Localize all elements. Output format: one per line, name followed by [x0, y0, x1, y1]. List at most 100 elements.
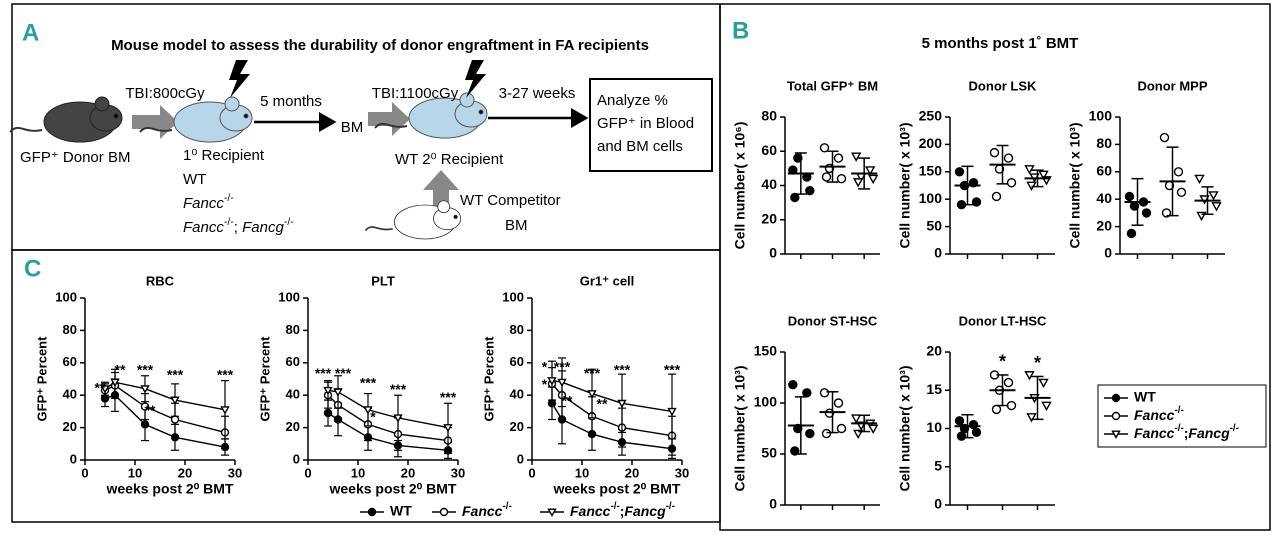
chart-title: Donor MPP: [1137, 78, 1207, 93]
y-tick-label: 20: [1096, 217, 1112, 233]
y-tick-label: 80: [761, 108, 777, 124]
x-tick-label: 20: [401, 465, 415, 480]
point: [333, 388, 343, 397]
y-tick-label: 60: [1096, 163, 1112, 179]
x-tick-label: 30: [451, 465, 465, 480]
text-part: -/-: [610, 501, 619, 512]
annotation: **: [145, 402, 156, 418]
point: [833, 153, 844, 163]
annotation: **: [562, 392, 573, 408]
point: [1126, 228, 1137, 239]
y-tick-label: 100: [278, 289, 300, 304]
point: [790, 446, 800, 456]
y-tick-label: 150: [919, 163, 943, 179]
y-tick-label: 250: [919, 108, 943, 124]
point: [1211, 202, 1222, 212]
text-part: -/-: [1174, 405, 1183, 416]
text-part: Fancc: [1134, 407, 1175, 423]
point: [1173, 167, 1184, 177]
point: [110, 378, 120, 388]
text-part: -/-: [284, 216, 294, 228]
point: [439, 507, 449, 517]
point: [140, 385, 150, 394]
genotype: Fancc-/-: [183, 192, 234, 212]
y-tick-label: 40: [510, 387, 524, 402]
text-part: Fancc: [462, 503, 503, 519]
y-tick-label: 100: [1089, 108, 1113, 124]
y-axis-label: Cell number( x 10³): [1067, 122, 1083, 248]
x-tick-label: 30: [675, 465, 689, 480]
annotation: **: [597, 396, 608, 412]
weeks: 3-27 weeks: [499, 85, 576, 102]
y-tick-label: 0: [769, 496, 777, 512]
y-tick-label: 0: [70, 451, 77, 466]
point: [393, 414, 403, 423]
point: [667, 407, 677, 417]
point: [140, 420, 150, 429]
analysis-text: and BM cells: [597, 138, 683, 155]
text-part: Fancc: [570, 503, 611, 519]
recipient-label: WT 2⁰ Recipient: [395, 151, 504, 168]
point: [788, 379, 798, 390]
y-tick-label: 40: [63, 387, 77, 402]
text-part: -/-: [1174, 423, 1183, 434]
y-tick-label: 0: [934, 245, 942, 261]
point: [1159, 132, 1170, 143]
annotation: ***: [315, 365, 332, 381]
series-line: [327, 394, 449, 442]
point: [1003, 377, 1014, 388]
chart-title: RBC: [146, 273, 175, 288]
y-tick-label: 20: [63, 419, 77, 434]
series-line: [327, 389, 449, 429]
x-tick-label: 20: [178, 465, 192, 480]
y-tick-label: 20: [761, 210, 777, 226]
x-tick-label: 0: [528, 465, 535, 480]
point: [547, 399, 557, 408]
point: [547, 377, 557, 386]
point: [850, 414, 862, 424]
series-line: [104, 384, 226, 434]
annotation: **: [95, 379, 106, 395]
arrow: [132, 105, 178, 139]
x-axis-label: weeks post 2⁰ BMT: [329, 481, 457, 497]
point: [443, 424, 453, 433]
y-axis-label: GFP⁺ Percent: [481, 336, 496, 422]
y-tick-label: 100: [502, 289, 524, 304]
point: [1194, 174, 1205, 185]
point: [821, 428, 832, 439]
annotation: *: [542, 376, 548, 392]
y-tick-label: 40: [761, 176, 777, 192]
point: [956, 431, 967, 441]
point: [968, 419, 979, 430]
point: [557, 378, 567, 388]
panel-title: Mouse model to assess the durability of …: [111, 37, 649, 54]
point: [850, 152, 862, 162]
point: [819, 388, 830, 398]
annotation: *: [1034, 353, 1041, 373]
point: [836, 423, 847, 434]
y-tick-label: 60: [761, 142, 777, 158]
legend-box: [1097, 384, 1267, 448]
point: [1208, 191, 1219, 201]
y-tick-label: 80: [510, 322, 524, 337]
x-tick-label: 10: [351, 465, 365, 480]
point: [323, 408, 333, 418]
annotation: *: [370, 409, 376, 425]
legend-label: Fancc-/-;Fancg-/-: [570, 501, 675, 519]
point: [971, 427, 982, 438]
y-tick-label: 20: [510, 419, 524, 434]
point: [1111, 393, 1121, 403]
chart-title: Total GFP⁺ BM: [787, 78, 878, 93]
y-tick-label: 50: [926, 217, 942, 233]
point: [587, 390, 597, 399]
irradiation: [465, 60, 486, 98]
y-axis-label: GFP⁺ Percent: [34, 336, 49, 422]
annotation: ***: [137, 362, 154, 378]
point: [1026, 413, 1037, 423]
arrow: [423, 170, 459, 215]
point: [805, 185, 815, 196]
x-tick-label: 0: [304, 465, 311, 480]
y-tick-label: 100: [919, 190, 943, 206]
tbi-label: TBI:1100cGy: [372, 85, 459, 102]
